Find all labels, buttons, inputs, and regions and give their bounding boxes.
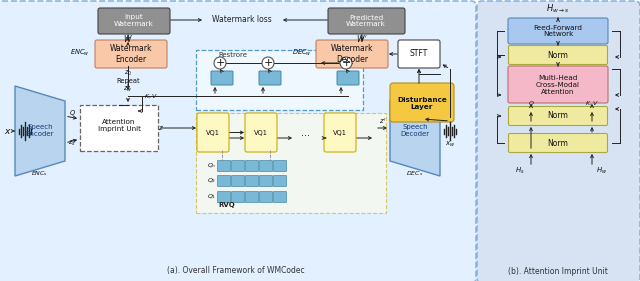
FancyBboxPatch shape [509,46,607,65]
Text: $z_w$: $z_w$ [124,84,132,94]
Text: Watermark
Encoder: Watermark Encoder [109,44,152,64]
Text: $K, V$: $K, V$ [585,99,599,107]
FancyBboxPatch shape [218,176,230,187]
FancyBboxPatch shape [232,176,244,187]
FancyBboxPatch shape [273,176,287,187]
FancyBboxPatch shape [508,66,608,103]
Text: Input
Watermark: Input Watermark [114,15,154,28]
FancyBboxPatch shape [95,40,167,68]
Text: ...: ... [301,128,310,137]
Text: +: + [263,58,273,67]
Text: Predicted
Watermark: Predicted Watermark [346,15,386,28]
FancyBboxPatch shape [246,176,259,187]
Text: (b). Attention Imprint Unit: (b). Attention Imprint Unit [508,266,608,275]
FancyBboxPatch shape [259,160,273,171]
Text: $Q$: $Q$ [527,99,534,107]
FancyBboxPatch shape [273,191,287,203]
FancyBboxPatch shape [508,18,608,44]
FancyBboxPatch shape [196,113,386,213]
Text: VQ1: VQ1 [254,130,268,135]
Text: Attention
Imprint Unit: Attention Imprint Unit [97,119,141,133]
Text: $W'$: $W'$ [356,33,368,44]
Text: $Q_1$: $Q_1$ [207,192,216,201]
Text: Multi-Head
Cross-Modal
Attention: Multi-Head Cross-Modal Attention [536,75,580,95]
Text: RVQ: RVQ [218,202,235,208]
Circle shape [262,57,274,69]
FancyBboxPatch shape [218,191,230,203]
Text: $z_s$: $z_s$ [68,139,76,148]
Text: Speech
Encoder: Speech Encoder [26,124,54,137]
FancyBboxPatch shape [509,106,607,126]
Text: $z'$: $z'$ [380,116,387,126]
Text: Restrore: Restrore [218,52,247,58]
FancyBboxPatch shape [398,40,440,68]
FancyBboxPatch shape [80,105,158,151]
Text: $Q_n$: $Q_n$ [207,162,216,170]
Text: $x_w$: $x_w$ [445,139,455,149]
Polygon shape [15,86,65,176]
FancyBboxPatch shape [259,176,273,187]
FancyBboxPatch shape [324,113,356,152]
FancyBboxPatch shape [232,160,244,171]
FancyBboxPatch shape [509,133,607,153]
FancyBboxPatch shape [218,160,230,171]
FancyBboxPatch shape [0,1,476,281]
FancyBboxPatch shape [197,113,229,152]
Text: $z_0$: $z_0$ [124,68,132,78]
FancyBboxPatch shape [259,71,281,85]
FancyBboxPatch shape [245,113,277,152]
Text: VQ1: VQ1 [333,130,347,135]
Text: (a). Overall Framework of WMCodec: (a). Overall Framework of WMCodec [167,266,305,275]
Text: +: + [341,58,351,67]
FancyBboxPatch shape [196,50,363,110]
FancyBboxPatch shape [477,1,640,281]
Text: Norm: Norm [548,51,568,60]
Text: $H_{w\rightarrow s}$: $H_{w\rightarrow s}$ [547,3,570,15]
FancyBboxPatch shape [273,160,287,171]
Circle shape [214,57,226,69]
FancyBboxPatch shape [337,71,359,85]
Text: $H_s$: $H_s$ [515,166,525,176]
Text: Disturbance
Layer: Disturbance Layer [397,96,447,110]
FancyBboxPatch shape [98,8,170,34]
Text: Watermark
Decoder: Watermark Decoder [331,44,373,64]
Polygon shape [390,86,440,176]
FancyBboxPatch shape [316,40,388,68]
Text: $Q_2$: $Q_2$ [207,176,216,185]
Text: +: + [215,58,225,67]
FancyBboxPatch shape [390,83,454,122]
Text: Feed-Forward
Network: Feed-Forward Network [534,24,582,37]
FancyBboxPatch shape [246,191,259,203]
Text: Norm: Norm [548,139,568,148]
Text: $DEC_s$: $DEC_s$ [406,169,424,178]
Text: Speech
Decoder: Speech Decoder [401,124,429,137]
Text: $ENC_w$: $ENC_w$ [70,48,90,58]
FancyBboxPatch shape [328,8,405,34]
FancyBboxPatch shape [211,71,233,85]
FancyBboxPatch shape [259,191,273,203]
Text: $DEC_w$: $DEC_w$ [292,48,312,58]
Text: Watermark loss: Watermark loss [212,15,272,24]
Text: Norm: Norm [548,112,568,121]
FancyBboxPatch shape [246,160,259,171]
Text: $Q$: $Q$ [68,108,76,118]
FancyBboxPatch shape [232,191,244,203]
Text: STFT: STFT [410,49,428,58]
Text: VQ1: VQ1 [206,130,220,135]
Text: $K, V$: $K, V$ [144,92,158,100]
Text: Repeat: Repeat [116,78,140,84]
Circle shape [340,57,352,69]
Text: $W$: $W$ [123,33,133,44]
Text: $x$: $x$ [4,126,12,135]
Text: $z$: $z$ [158,124,164,132]
Text: $H_w$: $H_w$ [596,166,607,176]
Text: $ENC_s$: $ENC_s$ [31,169,49,178]
